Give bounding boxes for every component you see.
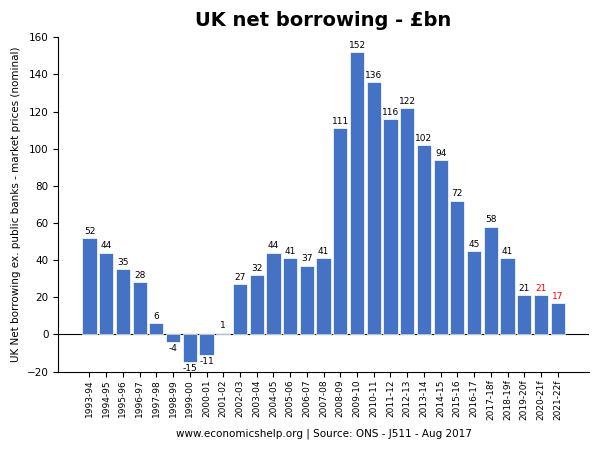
Bar <box>99 252 113 334</box>
Bar <box>434 160 448 334</box>
Bar <box>383 119 398 334</box>
Text: 27: 27 <box>234 273 245 282</box>
Bar <box>484 227 498 334</box>
Bar <box>133 283 147 334</box>
Text: 152: 152 <box>349 41 365 50</box>
Bar <box>350 52 364 334</box>
Bar <box>283 258 297 334</box>
Text: 32: 32 <box>251 264 262 273</box>
Text: 41: 41 <box>318 247 329 256</box>
Bar <box>534 295 548 334</box>
Text: 35: 35 <box>117 258 128 267</box>
Text: 41: 41 <box>284 247 296 256</box>
Bar <box>500 258 515 334</box>
Text: 45: 45 <box>469 239 480 248</box>
Bar <box>400 108 414 334</box>
Text: 44: 44 <box>101 242 112 251</box>
Text: 102: 102 <box>415 134 433 143</box>
Text: 116: 116 <box>382 108 399 117</box>
Text: 37: 37 <box>301 254 313 263</box>
Text: 136: 136 <box>365 71 382 80</box>
Bar <box>216 333 230 334</box>
Bar <box>266 252 281 334</box>
Y-axis label: UK Net borrowing ex. public banks - market prices (nominal): UK Net borrowing ex. public banks - mark… <box>11 47 21 362</box>
Text: 94: 94 <box>435 148 446 157</box>
Bar <box>233 284 247 334</box>
Bar <box>199 334 214 355</box>
Text: 52: 52 <box>84 227 95 236</box>
Bar <box>250 275 264 334</box>
Bar <box>166 334 180 342</box>
Bar <box>367 82 381 334</box>
Text: 1: 1 <box>220 321 226 330</box>
Text: 28: 28 <box>134 271 145 280</box>
Bar <box>333 128 347 334</box>
Text: 72: 72 <box>452 189 463 198</box>
Text: 6: 6 <box>154 312 159 321</box>
Text: -4: -4 <box>169 344 178 353</box>
Text: 44: 44 <box>268 242 279 251</box>
Text: 17: 17 <box>552 292 563 301</box>
X-axis label: www.economicshelp.org | Source: ONS - J511 - Aug 2017: www.economicshelp.org | Source: ONS - J5… <box>176 428 472 439</box>
Bar <box>300 266 314 334</box>
Text: 58: 58 <box>485 216 497 225</box>
Text: 111: 111 <box>332 117 349 126</box>
Bar <box>316 258 331 334</box>
Bar <box>149 323 163 334</box>
Text: 21: 21 <box>535 284 547 293</box>
Bar <box>551 303 565 334</box>
Bar <box>417 145 431 334</box>
Text: 41: 41 <box>502 247 513 256</box>
Text: 122: 122 <box>398 97 416 106</box>
Bar <box>116 270 130 334</box>
Bar <box>450 201 464 334</box>
Text: -15: -15 <box>182 364 197 373</box>
Bar <box>517 295 532 334</box>
Bar <box>467 251 481 334</box>
Text: 21: 21 <box>518 284 530 293</box>
Bar <box>82 238 97 334</box>
Bar <box>183 334 197 362</box>
Text: -11: -11 <box>199 357 214 366</box>
Title: UK net borrowing - £bn: UK net borrowing - £bn <box>196 11 452 30</box>
